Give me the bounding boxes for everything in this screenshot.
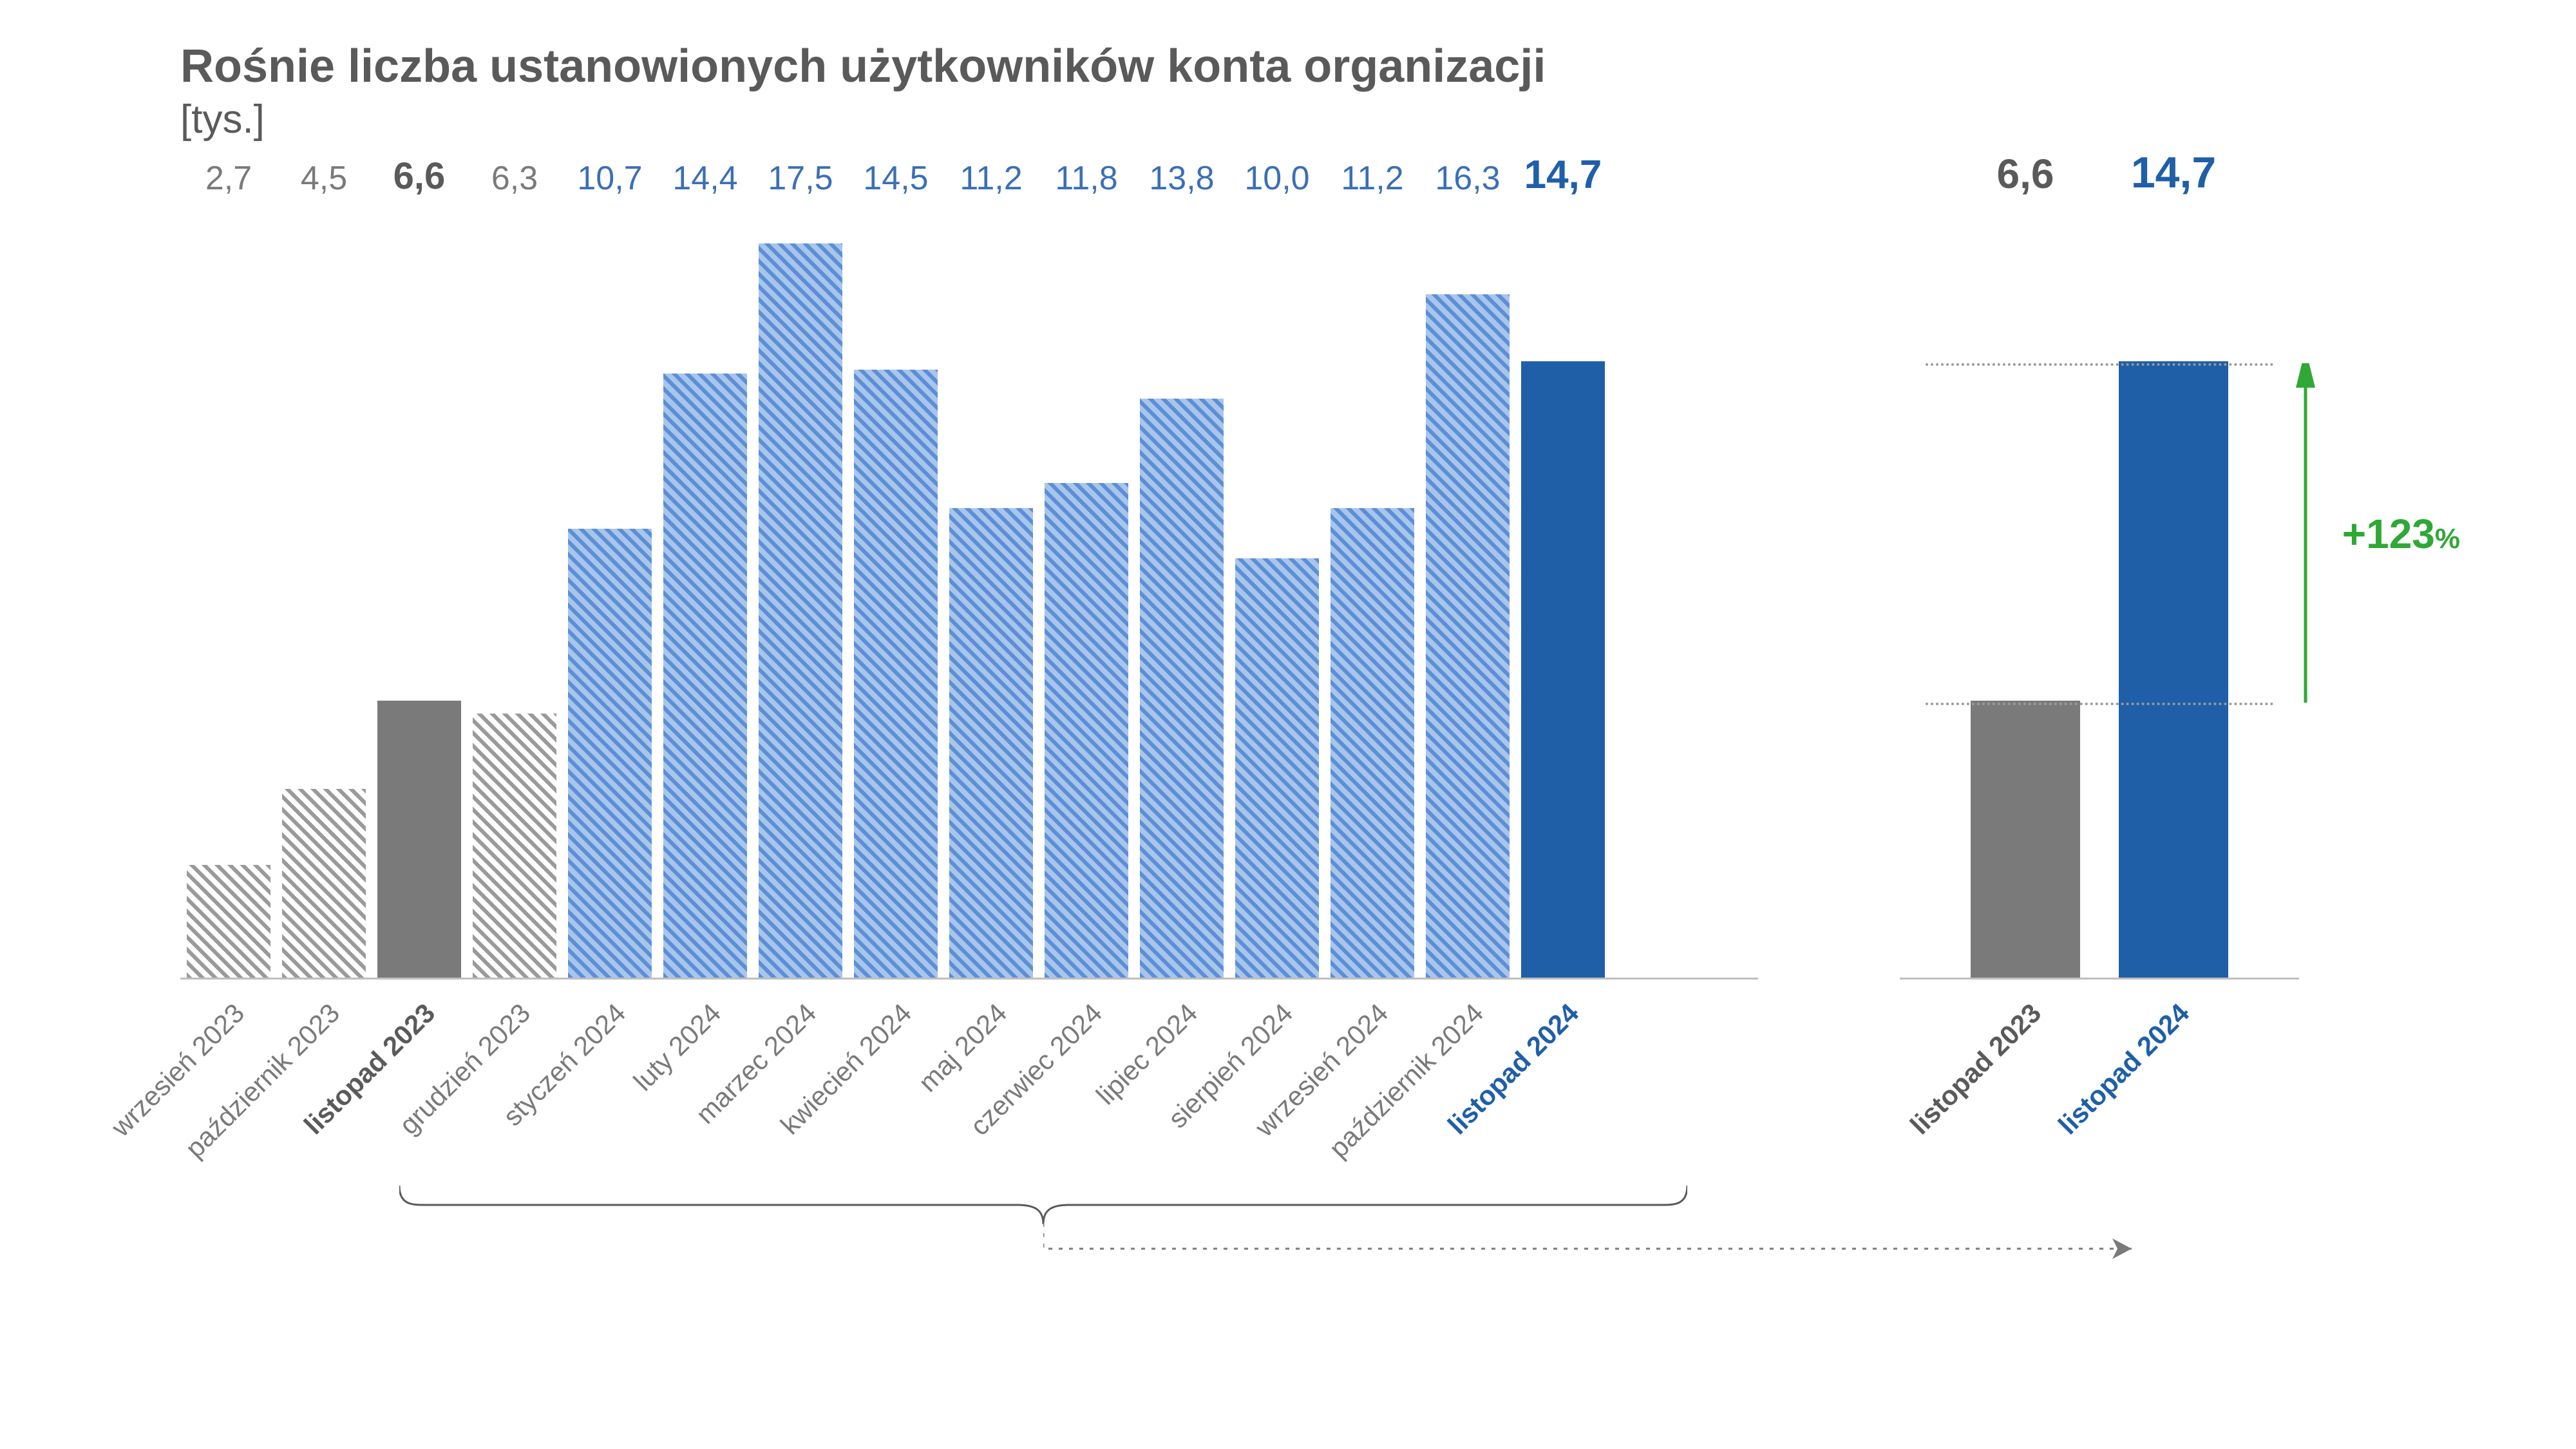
- bar-value-label: 6,6: [1997, 150, 2054, 198]
- bar-value-label: 6,3: [491, 159, 538, 198]
- main-chart: 2,74,56,66,310,714,417,514,511,211,813,8…: [180, 207, 1758, 1165]
- bar-rect: [1426, 294, 1510, 978]
- main-chart-bars: 2,74,56,66,310,714,417,514,511,211,813,8…: [180, 207, 1758, 980]
- x-axis-label: listopad 2024: [2119, 998, 2228, 1165]
- bar-9: 11,8: [1045, 207, 1128, 978]
- bar-rect: [663, 374, 747, 978]
- growth-label: +123%: [2342, 510, 2460, 558]
- bar-0: 6,6: [1971, 207, 2080, 978]
- bar-11: 10,0: [1235, 207, 1319, 978]
- bar-1: 14,7: [2119, 207, 2228, 978]
- bar-13: 16,3: [1426, 207, 1510, 978]
- dotted-arrow-icon: [1043, 1223, 2151, 1274]
- bar-rect: [377, 701, 461, 978]
- growth-arrow-icon: [2286, 363, 2325, 703]
- bar-value-label: 16,3: [1435, 159, 1500, 198]
- x-axis-label: listopad 2024: [1521, 998, 1605, 1165]
- bar-rect: [1331, 508, 1414, 978]
- bar-0: 2,7: [187, 207, 270, 978]
- bar-value-label: 14,5: [863, 159, 928, 198]
- chart-title: Rośnie liczba ustanowionych użytkowników…: [180, 39, 2499, 94]
- bar-2: 6,6: [377, 207, 461, 978]
- bar-value-label: 13,8: [1149, 159, 1214, 198]
- bar-6: 17,5: [759, 207, 842, 978]
- bar-5: 14,4: [663, 207, 747, 978]
- bar-rect: [1140, 399, 1224, 978]
- bar-12: 11,2: [1331, 207, 1414, 978]
- guide-line-top: [1926, 363, 2273, 366]
- bar-value-label: 11,2: [960, 159, 1022, 198]
- bar-rect: [854, 370, 938, 978]
- bar-value-label: 14,7: [1524, 152, 1602, 198]
- bar-value-label: 14,4: [672, 159, 737, 198]
- bar-7: 14,5: [854, 207, 938, 978]
- bar-value-label: 11,8: [1055, 159, 1117, 198]
- brace-annotation: [399, 1186, 1687, 1224]
- bar-14: 14,7: [1521, 207, 1605, 978]
- bar-4: 10,7: [568, 207, 652, 978]
- bar-rect: [759, 243, 842, 978]
- compare-chart-bars: 6,6 14,7: [1900, 207, 2299, 980]
- bar-value-label: 2,7: [205, 159, 252, 198]
- main-chart-xlabels: wrzesień 2023październik 2023listopad 20…: [180, 998, 1758, 1165]
- bar-rect: [2119, 361, 2228, 978]
- bar-8: 11,2: [949, 207, 1033, 978]
- compare-chart: 6,614,7 listopad 2023listopad 2024 +123%: [1900, 207, 2299, 1165]
- bar-value-label: 10,0: [1244, 159, 1309, 198]
- bar-value-label: 4,5: [301, 159, 347, 198]
- bar-3: 6,3: [473, 207, 556, 978]
- bar-value-label: 11,2: [1341, 159, 1403, 198]
- bar-rect: [1971, 701, 2080, 978]
- chart-subtitle: [tys.]: [180, 97, 2499, 142]
- bar-rect: [473, 714, 556, 978]
- bar-value-label: 17,5: [768, 159, 833, 198]
- bar-rect: [568, 529, 652, 978]
- bar-value-label: 10,7: [577, 159, 642, 198]
- bar-1: 4,5: [282, 207, 366, 978]
- bar-rect: [1521, 361, 1605, 978]
- bar-value-label: 6,6: [393, 155, 446, 198]
- bar-rect: [187, 865, 270, 978]
- bar-rect: [949, 508, 1033, 978]
- bar-rect: [1045, 483, 1128, 978]
- x-axis-label: listopad 2023: [1971, 998, 2080, 1165]
- compare-chart-xlabels: listopad 2023 listopad 2024: [1900, 998, 2299, 1165]
- bar-rect: [1235, 558, 1319, 978]
- bar-rect: [282, 789, 366, 978]
- bar-10: 13,8: [1140, 207, 1224, 978]
- bar-value-label: 14,7: [2131, 147, 2216, 198]
- guide-line-bottom: [1926, 703, 2273, 705]
